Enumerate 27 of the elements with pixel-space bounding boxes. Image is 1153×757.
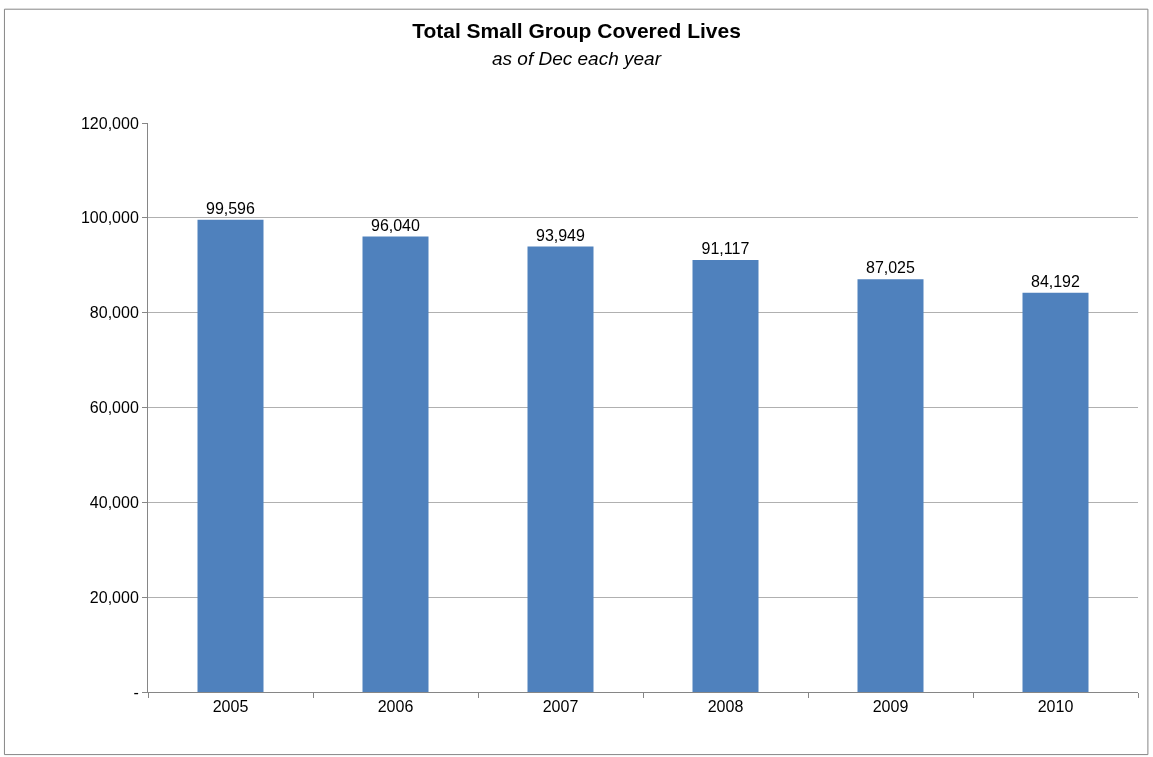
x-tick-label: 2006	[377, 698, 414, 716]
bar	[527, 246, 594, 692]
data-label: 87,025	[865, 259, 916, 277]
bar	[1022, 292, 1089, 692]
x-tick-label: 2005	[212, 698, 249, 716]
y-tick-label: 40,000	[89, 493, 139, 511]
data-label: 91,117	[701, 239, 750, 257]
y-tick-label: 100,000	[80, 209, 139, 227]
bar	[362, 236, 429, 692]
y-tick-label: 120,000	[80, 114, 139, 132]
chart-subtitle: as of Dec each year	[492, 48, 662, 70]
y-tick-label: -	[133, 683, 139, 701]
data-label: 93,949	[535, 226, 586, 244]
bar	[857, 279, 924, 692]
y-tick-label: 60,000	[89, 399, 139, 417]
x-tick-label: 2008	[707, 698, 744, 716]
bar	[197, 219, 264, 692]
data-label: 96,040	[370, 216, 421, 234]
y-tick-label: 80,000	[89, 304, 139, 322]
chart-title: Total Small Group Covered Lives	[412, 18, 741, 42]
bar	[692, 259, 759, 692]
x-tick-label: 2007	[542, 698, 579, 716]
y-tick-label: 20,000	[89, 588, 139, 606]
x-tick-label: 2009	[872, 698, 909, 716]
data-label: 84,192	[1030, 272, 1081, 290]
data-label: 99,596	[205, 199, 256, 217]
x-tick-label: 2010	[1037, 698, 1074, 716]
